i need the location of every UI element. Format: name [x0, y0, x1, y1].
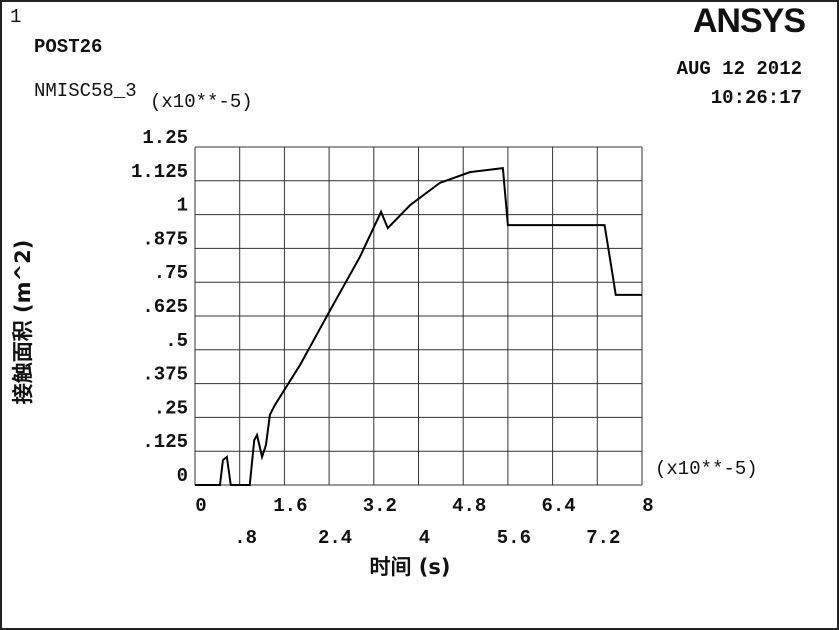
x-tick-label: 0 [195, 495, 206, 517]
x-axis-label: 时间 (s) [369, 555, 450, 579]
y-tick-label: 1.125 [131, 161, 188, 183]
y-tick-label: 0 [177, 465, 188, 487]
x-tick-label: 4.8 [452, 495, 486, 517]
y-tick-label: .375 [142, 364, 188, 386]
y-tick-label: .125 [142, 431, 188, 453]
x-tick-label: 5.6 [497, 527, 531, 549]
x-tick-label: 2.4 [318, 527, 352, 549]
time: 10:26:17 [711, 87, 802, 109]
x-multiplier: (x10**-5) [655, 458, 758, 480]
y-tick-label: .625 [142, 296, 188, 318]
data-line [195, 166, 642, 486]
x-tick-label: 3.2 [363, 495, 397, 517]
y-axis-label: 接触面积 (m^2) [11, 240, 35, 405]
x-tick-label: 6.4 [541, 495, 575, 517]
y-tick-label: .75 [154, 262, 188, 284]
date: AUG 12 2012 [677, 58, 802, 80]
y-tick-label: .5 [165, 330, 188, 352]
y-tick-label: 1.25 [142, 127, 188, 149]
x-tick-label: 1.6 [273, 495, 307, 517]
program: POST26 [34, 36, 102, 58]
plot-number: 1 [10, 6, 21, 28]
x-tick-label: .8 [234, 527, 257, 549]
logo: ANSYS [693, 2, 805, 40]
y-tick-label: 1 [177, 195, 188, 217]
y-tick-label: .25 [154, 397, 188, 419]
x-tick-label: 8 [642, 495, 653, 517]
x-tick-label: 4 [419, 527, 430, 549]
y-tick-label: .875 [142, 228, 188, 250]
x-tick-label: 7.2 [586, 527, 620, 549]
y-multiplier: (x10**-5) [150, 91, 253, 113]
legend-entry: NMISC58_3 [34, 80, 137, 102]
